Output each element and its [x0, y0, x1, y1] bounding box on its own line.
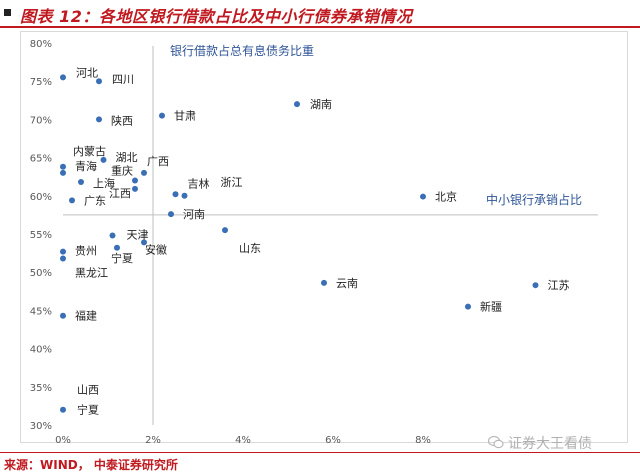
watermark: 证券大王看债	[508, 436, 592, 452]
data-point	[132, 185, 138, 192]
point-label: 宁夏	[77, 403, 99, 417]
point-label: 河南	[183, 208, 205, 221]
point-label: 广东	[84, 194, 106, 207]
data-point	[60, 74, 66, 81]
data-point	[321, 279, 327, 286]
point-label: 山西	[77, 384, 99, 397]
point-label: 宁夏	[111, 251, 133, 265]
point-label: 湖南	[310, 98, 332, 111]
data-point	[141, 169, 147, 176]
data-point	[60, 406, 66, 413]
data-point	[172, 191, 179, 198]
point-label: 北京	[435, 190, 457, 204]
x-tick-label: 8%	[415, 435, 431, 446]
y-tick-label: 80%	[30, 39, 52, 50]
data-point	[114, 244, 120, 251]
point-label: 湖北	[116, 151, 138, 164]
point-label: 广西	[147, 155, 169, 168]
scatter-chart: 30% 35% 40% 45% 50% 55% 60% 65% 70% 75% 80% 0% 2% 4% 6…	[30, 39, 598, 446]
point-label: 青海	[75, 159, 97, 173]
data-point	[181, 192, 188, 199]
y-tick-label: 75%	[30, 77, 52, 88]
y-tick-label: 50%	[30, 268, 52, 279]
y-tick-label: 45%	[30, 306, 52, 317]
x-tick-label: 6%	[325, 435, 341, 446]
annotation-vertical-axis: 银行借款占总有息债务比重	[170, 43, 314, 58]
point-label: 黑龙江	[75, 266, 108, 279]
y-tick-label: 35%	[30, 383, 52, 394]
y-tick-label: 30%	[30, 421, 52, 432]
x-tick-label: 0%	[55, 435, 71, 446]
point-label: 云南	[336, 277, 358, 290]
y-tick-label: 60%	[30, 192, 52, 203]
y-tick-label: 65%	[30, 154, 52, 165]
chart-frame	[20, 31, 628, 443]
footer-divider	[0, 452, 640, 453]
title-bullet-icon	[4, 9, 11, 16]
point-label: 福建	[75, 309, 97, 323]
data-point	[465, 303, 471, 310]
y-tick-label: 55%	[30, 230, 52, 241]
point-label: 重庆	[111, 164, 133, 178]
data-point	[69, 197, 75, 204]
point-label: 安徽	[145, 242, 167, 256]
point-label: 江苏	[548, 279, 570, 292]
data-point	[532, 282, 539, 289]
data-point	[159, 112, 165, 119]
data-point	[96, 78, 102, 85]
data-point	[222, 227, 228, 234]
data-point	[100, 156, 107, 163]
data-point	[78, 179, 84, 186]
point-label: 内蒙古	[73, 144, 106, 158]
point-label: 新疆	[480, 300, 502, 314]
point-label: 天津	[127, 229, 149, 242]
title-divider	[0, 26, 640, 28]
figure-title: 图表 12：各地区银行借款占比及中小行债券承销情况	[20, 7, 413, 26]
wechat-icon	[488, 435, 504, 449]
y-tick-label: 40%	[30, 345, 52, 356]
data-point	[168, 211, 174, 218]
data-point	[294, 101, 300, 108]
point-label: 贵州	[75, 245, 97, 258]
point-label: 上海	[93, 176, 115, 190]
point-label: 山东	[239, 242, 261, 255]
data-point	[60, 163, 66, 170]
annotation-horizontal-axis: 中小银行承销占比	[486, 192, 582, 207]
data-point	[60, 248, 66, 255]
data-point	[96, 116, 102, 123]
point-label: 河北	[76, 66, 98, 79]
figure-title-bar: 图表 12：各地区银行借款占比及中小行债券承销情况	[0, 0, 640, 28]
data-point	[109, 232, 116, 239]
x-tick-label: 2%	[145, 435, 161, 446]
data-point	[420, 193, 426, 200]
point-label: 四川	[112, 73, 134, 86]
source-note: 来源：WIND， 中泰证券研究所	[4, 458, 178, 472]
point-label: 陕西	[111, 113, 133, 127]
data-point	[60, 312, 66, 319]
data-point	[141, 239, 147, 246]
point-label: 吉林	[188, 176, 210, 190]
data-point	[60, 169, 66, 176]
point-label: 浙江	[221, 176, 243, 189]
point-label: 江西	[109, 187, 131, 200]
x-tick-label: 4%	[235, 435, 251, 446]
data-point	[60, 255, 66, 262]
data-point	[132, 177, 138, 184]
point-label: 甘肃	[174, 110, 196, 123]
y-tick-label: 70%	[30, 115, 52, 126]
